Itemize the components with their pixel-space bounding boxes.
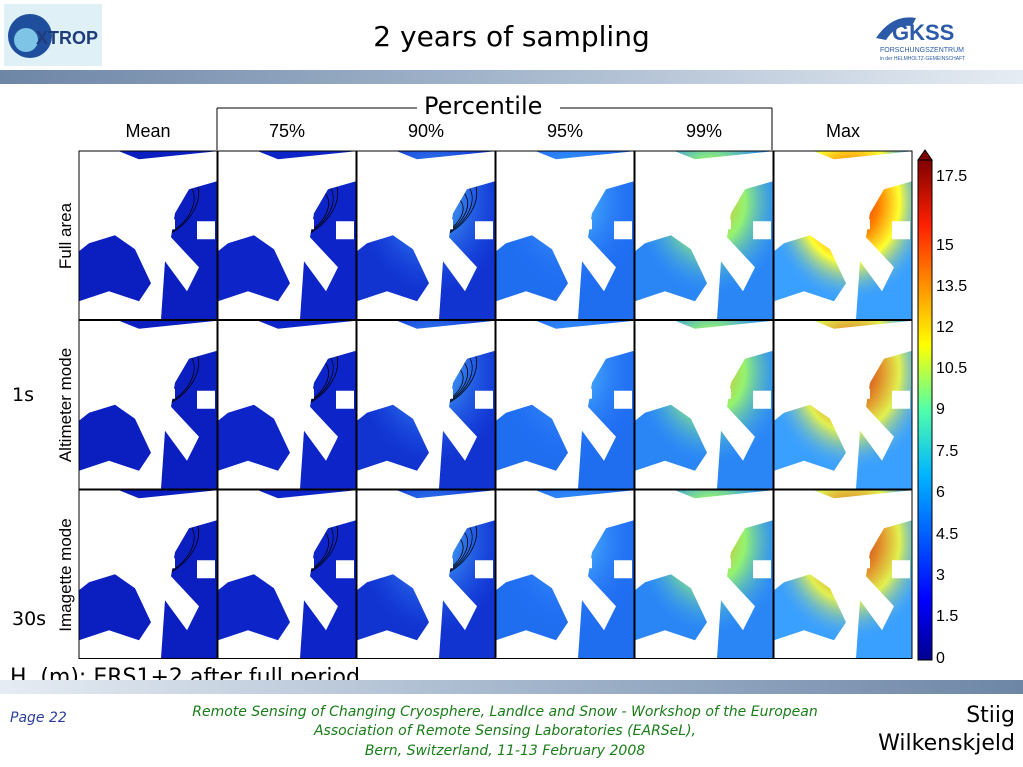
footer-line-2: Association of Remote Sensing Laboratori… bbox=[313, 723, 697, 739]
colorbar-tick: 4.5 bbox=[936, 526, 959, 543]
colorbar-tick: 7.5 bbox=[936, 443, 959, 460]
svg-text:FORSCHUNGSZENTRUM: FORSCHUNGSZENTRUM bbox=[880, 47, 964, 54]
map-panel-75pct-0 bbox=[217, 150, 357, 320]
map-panel-99pct-1 bbox=[634, 320, 774, 490]
header-bar bbox=[0, 70, 1023, 84]
row-header-full-area: Full area bbox=[56, 202, 75, 270]
colorbar-tick: 13.5 bbox=[936, 278, 968, 295]
map-panel-99pct-2 bbox=[634, 489, 774, 659]
map-panel-75pct-1 bbox=[217, 320, 357, 490]
colorbar-tick: 9 bbox=[936, 401, 945, 418]
xtrop-logo: XTROP bbox=[4, 4, 102, 66]
map-panel-90pct-2 bbox=[356, 489, 496, 659]
colorbar-tick: 6 bbox=[936, 484, 945, 501]
col-header-mean: Mean bbox=[125, 121, 171, 141]
footer-line-3: Bern, Switzerland, 11-13 February 2008 bbox=[364, 743, 646, 759]
footer-line-1: Remote Sensing of Changing Cryosphere, L… bbox=[192, 704, 818, 720]
col-header-95: 95% bbox=[546, 121, 584, 141]
map-panel-max-1 bbox=[773, 320, 913, 490]
map-panel-95pct-0 bbox=[495, 150, 635, 320]
colorbar bbox=[917, 149, 933, 661]
svg-text:in der HELMHOLTZ-GEMEINSCHAFT: in der HELMHOLTZ-GEMEINSCHAFT bbox=[880, 56, 965, 62]
map-panel-90pct-1 bbox=[356, 320, 496, 490]
map-panel-mean-0 bbox=[78, 150, 218, 320]
slide-title: 2 years of sampling bbox=[373, 20, 650, 53]
page-number: Page 22 bbox=[10, 710, 67, 726]
colorbar-tick: 3 bbox=[936, 567, 945, 584]
gkss-logo: GKSS FORSCHUNGSZENTRUM in der HELMHOLTZ-… bbox=[872, 8, 972, 64]
row-header-imagette: Imagette mode bbox=[56, 518, 75, 632]
map-panel-99pct-0 bbox=[634, 150, 774, 320]
author-last-name: Wilkenskjeld bbox=[878, 731, 1015, 756]
colorbar-tick: 0 bbox=[936, 650, 945, 667]
colorbar-tick: 10.5 bbox=[936, 360, 968, 377]
map-panel-mean-2 bbox=[78, 489, 218, 659]
map-panel-95pct-1 bbox=[495, 320, 635, 490]
colorbar-tick: 15 bbox=[936, 237, 954, 254]
row-header-altimeter: Altimeter mode bbox=[56, 347, 75, 463]
side-label-30s: 30s bbox=[12, 608, 47, 630]
col-header-90: 90% bbox=[407, 121, 445, 141]
map-panel-max-2 bbox=[773, 489, 913, 659]
map-panel-90pct-0 bbox=[356, 150, 496, 320]
map-panel-75pct-2 bbox=[217, 489, 357, 659]
map-panel-95pct-2 bbox=[495, 489, 635, 659]
colorbar-tick: 12 bbox=[936, 319, 954, 336]
col-header-75: 75% bbox=[268, 121, 306, 141]
author-first-name: Stiig bbox=[966, 703, 1015, 728]
svg-text:XTROP: XTROP bbox=[36, 28, 98, 48]
percentile-label: Percentile bbox=[420, 92, 547, 120]
footer-bar bbox=[0, 680, 1023, 694]
col-header-max: Max bbox=[825, 121, 860, 141]
colorbar-tick: 17.5 bbox=[936, 168, 968, 185]
svg-text:GKSS: GKSS bbox=[892, 20, 954, 45]
percentile-bracket bbox=[216, 107, 773, 150]
map-panel-max-0 bbox=[773, 150, 913, 320]
side-label-1s: 1s bbox=[12, 384, 34, 406]
map-panel-mean-1 bbox=[78, 320, 218, 490]
colorbar-tick: 1.5 bbox=[936, 608, 959, 625]
col-header-99: 99% bbox=[685, 121, 723, 141]
